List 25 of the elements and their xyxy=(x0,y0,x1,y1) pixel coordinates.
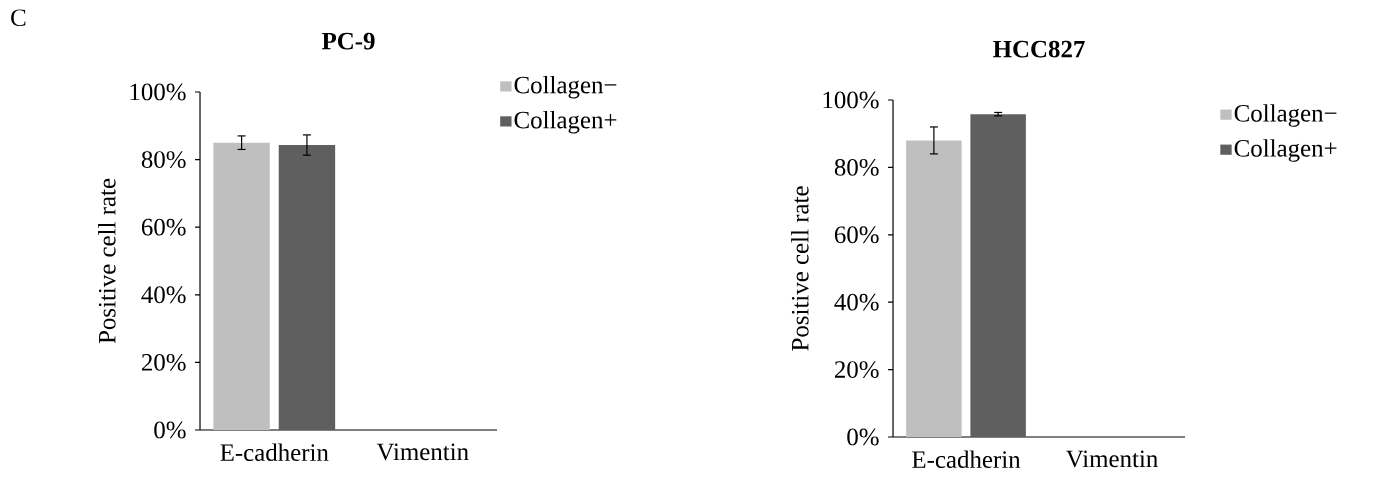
y-tick-label: 60% xyxy=(834,226,879,244)
chart-title: PC-9 xyxy=(321,32,375,50)
legend-label: Collagen− xyxy=(1234,104,1337,127)
y-tick-label: 20% xyxy=(834,361,879,379)
y-tick-label: 100% xyxy=(130,83,186,101)
y-tick-label: 20% xyxy=(141,353,186,371)
legend-label: Collagen+ xyxy=(1234,139,1337,162)
y-tick-label: 0% xyxy=(154,421,186,439)
y-tick-label: 40% xyxy=(834,293,879,311)
x-tick-label: E-cadherin xyxy=(912,450,1021,469)
legend-label: Collagen− xyxy=(514,75,617,99)
legend-label: Collagen+ xyxy=(514,110,617,134)
y-tick-label: 40% xyxy=(141,286,186,304)
x-tick-label: Vimentin xyxy=(1066,450,1158,468)
text: C xyxy=(11,9,26,27)
y-axis-title: Positive cell rate xyxy=(791,186,809,351)
y-axis-title: Positive cell rate xyxy=(98,178,116,344)
chart-title: HCC827 xyxy=(993,40,1085,58)
y-tick-label: 100% xyxy=(823,91,879,109)
x-tick-label: Vimentin xyxy=(376,443,469,461)
y-tick-label: 0% xyxy=(847,428,879,446)
y-tick-label: 80% xyxy=(834,158,879,176)
y-tick-label: 80% xyxy=(141,151,186,169)
x-tick-label: E-cadherin xyxy=(220,443,329,462)
y-tick-label: 60% xyxy=(141,218,186,236)
